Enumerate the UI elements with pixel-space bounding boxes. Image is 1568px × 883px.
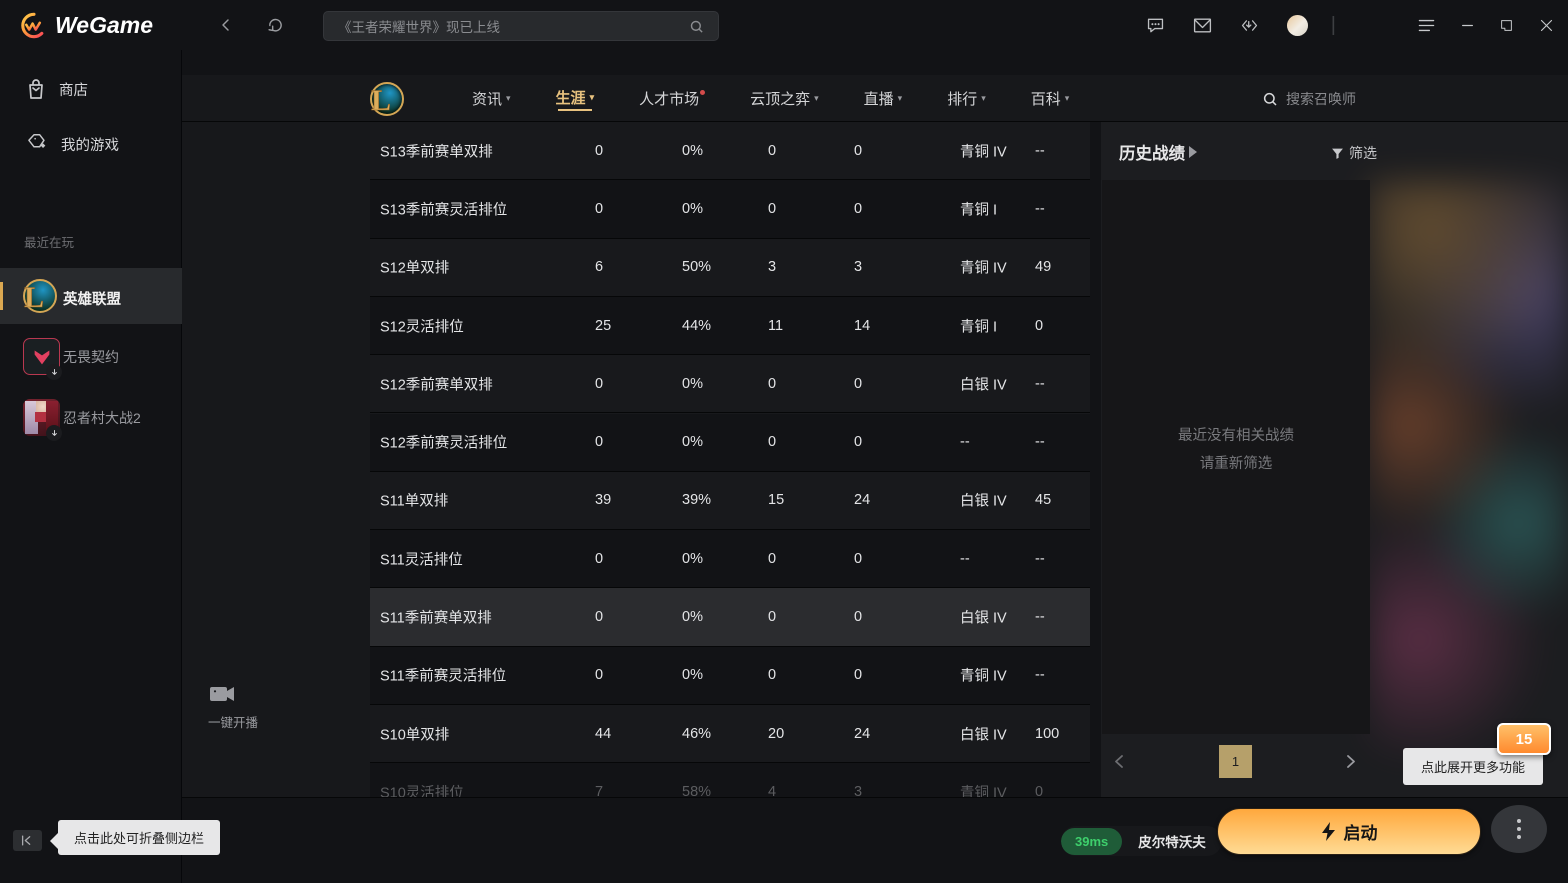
- svg-text:L: L: [24, 281, 44, 314]
- svg-text:L: L: [371, 84, 391, 117]
